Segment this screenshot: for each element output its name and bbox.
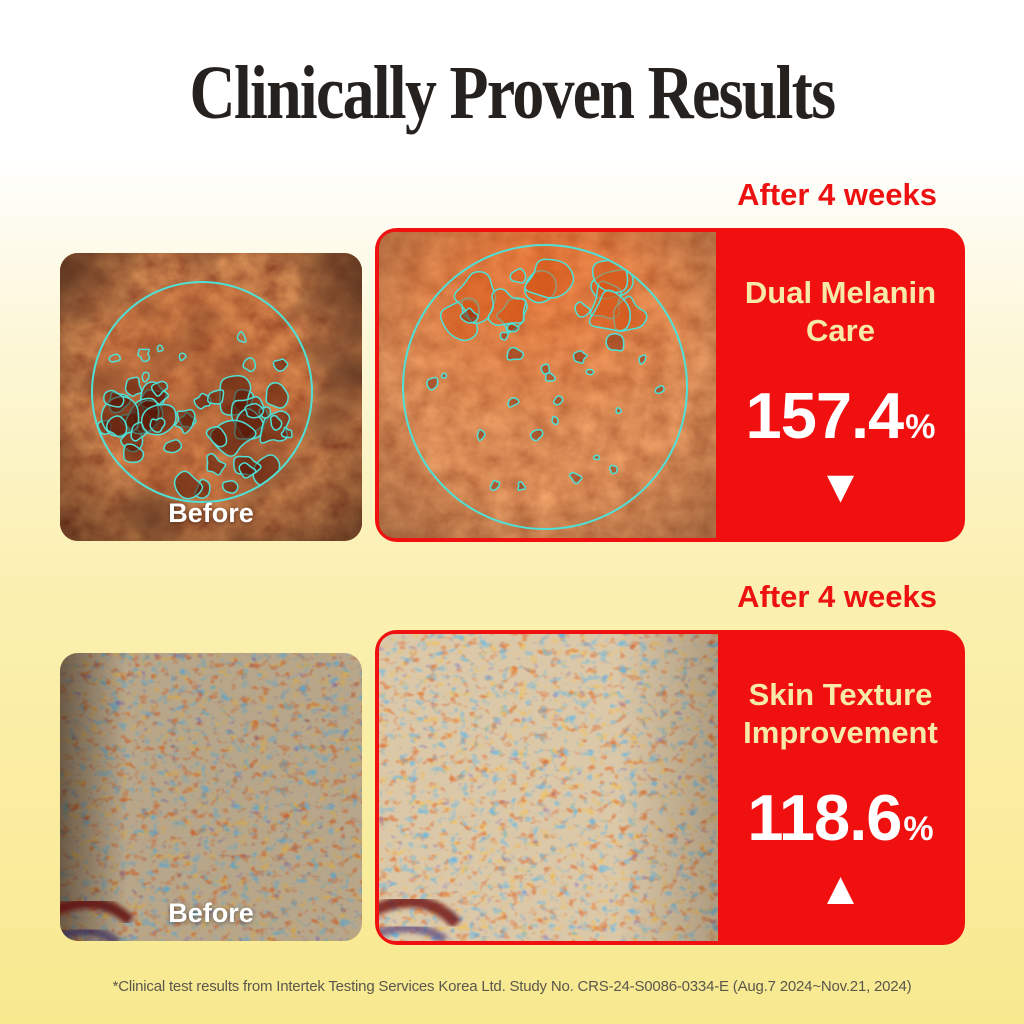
melanin-blob: [615, 407, 623, 415]
melanin-blob: [236, 330, 247, 343]
melanin-blob: [426, 376, 439, 391]
melanin-blob: [242, 357, 257, 373]
metric-title-line1: Dual Melanin: [744, 275, 937, 310]
melanin-blob: [608, 464, 618, 475]
skin-fold: [60, 897, 134, 926]
metric-title-line2: Improvement: [743, 714, 938, 750]
melanin-blob: [588, 289, 631, 332]
metric-title: Dual Melanin Care: [745, 274, 936, 350]
melanin-blob: [568, 472, 583, 485]
melanin-blob: [156, 344, 164, 353]
melanin-blob: [585, 368, 595, 376]
melanin-blob: [141, 371, 150, 383]
result-panel: Skin Texture Improvement 118.6 % ▲: [716, 630, 965, 945]
page-title: Clinically Proven Results: [189, 51, 837, 135]
melanin-blob: [524, 258, 575, 299]
melanin-blob: [517, 480, 527, 491]
melanin-blob: [551, 415, 559, 426]
left-shade: [60, 653, 362, 941]
melanin-blob: [103, 389, 125, 408]
melanin-blob: [506, 346, 525, 361]
metric-value-row: 118.6 %: [747, 780, 933, 855]
metric-title: Skin Texture Improvement: [743, 676, 938, 752]
melanin-blob: [574, 301, 591, 318]
skin-fold: [379, 895, 462, 929]
melanin-blob: [122, 443, 145, 464]
measurement-circle: [91, 281, 313, 503]
melanin-blob-layer: [97, 330, 293, 500]
increase-arrow-icon: ▲: [817, 861, 864, 914]
melanin-blob: [269, 414, 283, 431]
after-photo: [379, 634, 718, 941]
melanin-blob: [280, 426, 293, 439]
melanin-blob: [149, 417, 166, 433]
melanin-blob: [206, 389, 225, 405]
percent-unit: %: [905, 407, 936, 446]
melanin-blob: [173, 470, 204, 500]
melanin-blob: [605, 332, 625, 352]
melanin-blob: [105, 415, 128, 438]
metric-value-row: 157.4 %: [746, 378, 936, 453]
melanin-blob: [108, 353, 122, 363]
melanin-blob: [509, 268, 527, 284]
melanin-blob: [205, 426, 228, 448]
melanin-blob: [178, 352, 187, 362]
melanin-blob: [499, 331, 510, 341]
melanin-blob: [137, 348, 151, 363]
before-photo: [60, 653, 362, 941]
measurement-circle: [402, 244, 688, 530]
melanin-blob: [529, 428, 544, 442]
before-label: Before: [168, 498, 254, 528]
melanin-blob: [150, 380, 169, 397]
metric-value: 157.4: [745, 378, 905, 452]
melanin-blob: [507, 397, 520, 408]
melanin-blob: [124, 376, 143, 397]
metric-value: 118.6: [747, 780, 902, 854]
measurement-area: [93, 283, 311, 501]
melanin-blob: [130, 421, 148, 442]
melanin-blob: [487, 288, 527, 326]
melanin-blob: [440, 372, 448, 379]
melanin-blob: [572, 350, 589, 365]
melanin-blob: [489, 479, 501, 492]
melanin-blob: [238, 462, 257, 479]
percent-unit: %: [903, 809, 934, 848]
melanin-blob: [459, 307, 479, 324]
metric-title-line2: Care: [806, 312, 875, 348]
melanin-blob: [265, 382, 289, 409]
result-panel: Dual Melanin Care 157.4 % ▼: [716, 228, 965, 542]
metric-title-line1: Skin Texture: [748, 677, 933, 712]
before-photo: [60, 253, 362, 541]
melanin-blob: [592, 454, 601, 461]
after-card: Skin Texture Improvement 118.6 % ▲: [375, 630, 965, 945]
melanin-blob: [244, 402, 265, 419]
melanin-blob: [638, 354, 647, 365]
after-photo: [379, 232, 716, 538]
melanin-blob: [163, 439, 183, 454]
after-badge: After 4 weeks: [737, 177, 937, 212]
melanin-blob: [174, 408, 196, 435]
melanin-blob: [206, 453, 227, 476]
before-label: Before: [168, 898, 254, 928]
melanin-blob: [544, 372, 556, 382]
after-badge: After 4 weeks: [737, 579, 937, 614]
decrease-arrow-icon: ▼: [817, 459, 864, 512]
melanin-blob: [506, 323, 520, 333]
footnote: *Clinical test results from Intertek Tes…: [112, 978, 912, 995]
right-shade: [379, 634, 718, 941]
melanin-blob-layer: [426, 258, 665, 492]
after-card: Dual Melanin Care 157.4 % ▼: [375, 228, 965, 542]
melanin-blob: [476, 428, 486, 442]
before-figure: Before: [60, 653, 362, 941]
melanin-blob: [221, 480, 239, 494]
melanin-blob: [272, 358, 289, 372]
before-figure: Before: [60, 253, 362, 541]
melanin-blob: [193, 392, 212, 410]
melanin-blob: [553, 395, 564, 406]
melanin-blob: [540, 363, 551, 375]
melanin-blob: [654, 385, 665, 395]
